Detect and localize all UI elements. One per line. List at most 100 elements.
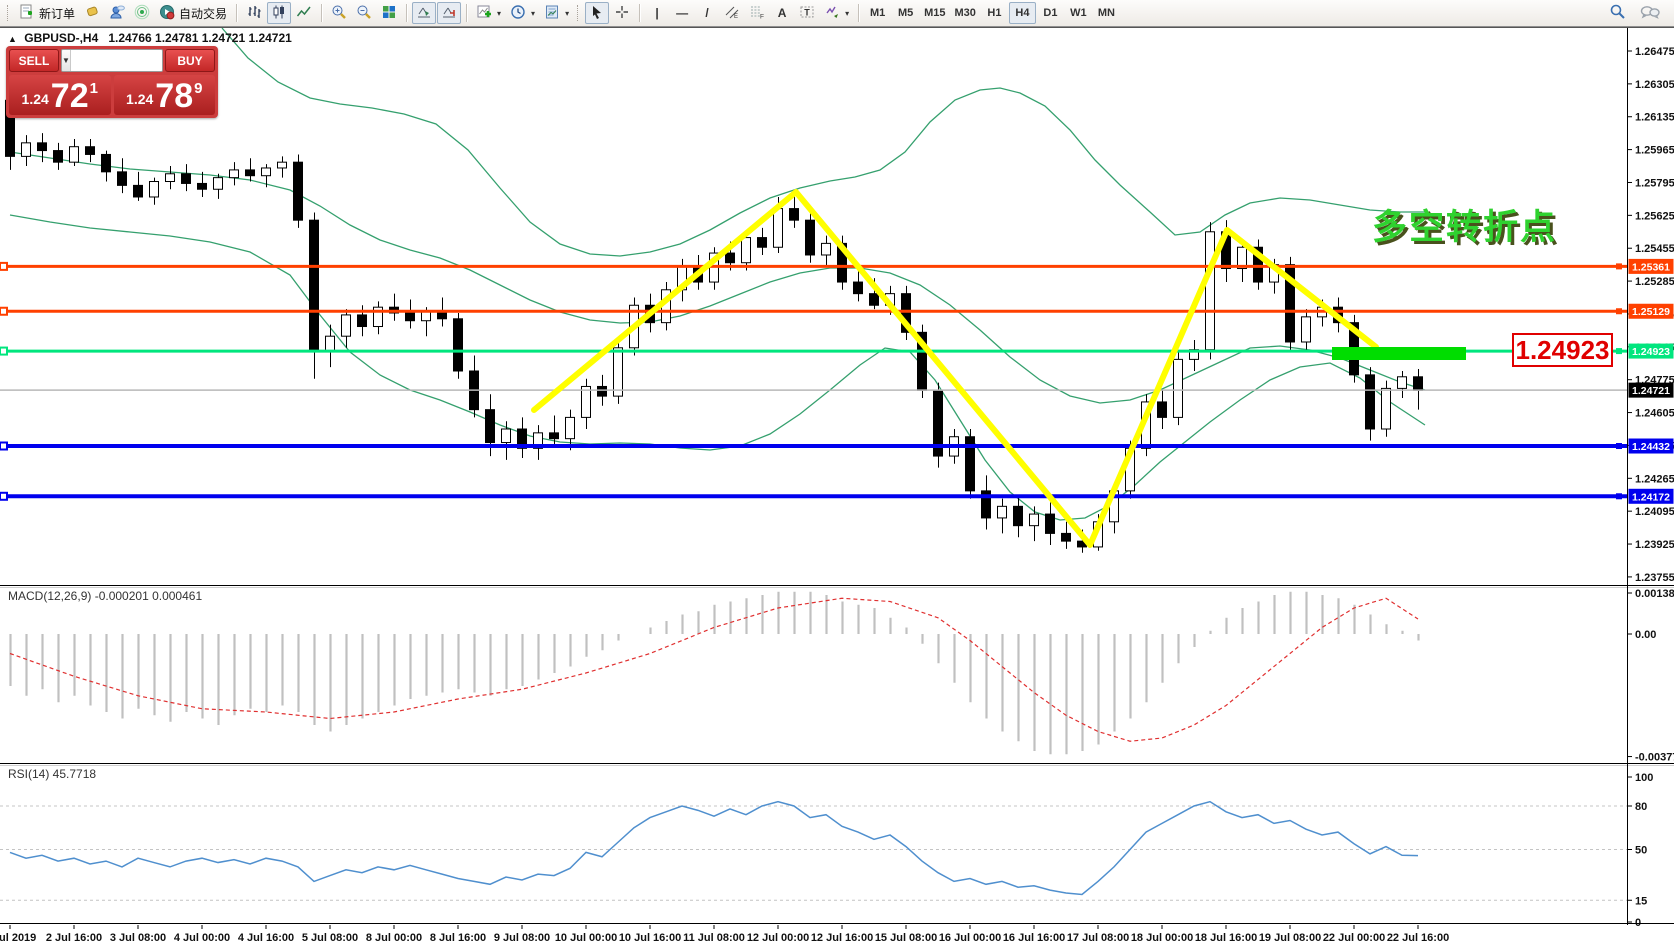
horizontal-line-icon: — [676,6,689,20]
svg-text:8 Jul 16:00: 8 Jul 16:00 [430,932,486,944]
svg-text:1.23925: 1.23925 [1635,539,1674,551]
timeframe-m15-button[interactable]: M15 [920,2,949,24]
indicators-button[interactable]: ▾ [472,2,505,24]
market-watch-icon [84,4,100,23]
candlestick-chart-icon [271,4,287,23]
rsi-indicator-label: RSI(14) 45.7718 [8,767,97,781]
autotrading-button[interactable]: 自动交易 [155,2,231,24]
timeframe-h4-button[interactable]: H4 [1008,2,1036,24]
svg-text:1.26305: 1.26305 [1635,79,1674,91]
volume-decrease-button[interactable]: ▼ [62,50,71,71]
toolbar: 新订单 自动交易 [0,0,1674,27]
svg-text:1.25285: 1.25285 [1635,276,1674,288]
new-order-icon [19,4,35,23]
svg-text:4 Jul 00:00: 4 Jul 00:00 [174,932,230,944]
svg-text:11 Jul 08:00: 11 Jul 08:00 [683,932,745,944]
chat-icon [1640,4,1660,23]
market-watch-button[interactable] [80,2,104,24]
profile-button[interactable] [105,2,129,24]
svg-text:22 Jul 00:00: 22 Jul 00:00 [1323,932,1385,944]
svg-text:22 Jul 16:00: 22 Jul 16:00 [1387,932,1449,944]
chat-button[interactable] [1636,2,1664,24]
svg-text:1.25625: 1.25625 [1635,210,1674,222]
sell-price-panel[interactable]: 1.24 72 1 [9,75,111,115]
fibonacci-button[interactable]: F [745,2,769,24]
timeframe-d1-button[interactable]: D1 [1037,2,1064,24]
collapse-quote-icon[interactable]: ▲ [8,34,17,44]
svg-text:19 Jul 08:00: 19 Jul 08:00 [1259,932,1321,944]
arrows-icon [824,4,840,23]
equidistant-channel-button[interactable]: E [720,2,744,24]
text-label-button[interactable]: T [795,2,819,24]
vertical-line-icon: | [655,6,659,20]
cursor-icon [589,4,605,23]
timeframe-m1-button[interactable]: M1 [864,2,891,24]
tile-windows-button[interactable] [377,2,401,24]
time-axis[interactable] [0,925,1627,947]
timeframe-m5-button[interactable]: M5 [892,2,919,24]
rsi-panel-separator[interactable] [0,761,1674,767]
bar-chart-button[interactable] [242,2,266,24]
timeframe-m30-button[interactable]: M30 [951,2,980,24]
timeframe-w1-button[interactable]: W1 [1065,2,1092,24]
svg-text:1.24432: 1.24432 [1632,441,1670,453]
chevron-down-icon: ▾ [497,8,502,18]
svg-text:1.24721: 1.24721 [1632,385,1670,397]
macd-panel-separator[interactable] [0,583,1674,589]
toolbar-separator [236,4,238,22]
line-chart-button[interactable] [292,2,316,24]
volume-input[interactable] [70,50,162,71]
sell-price-prefix: 1.24 [21,91,49,107]
zoom-out-button[interactable] [352,2,376,24]
svg-text:F: F [760,13,764,20]
timeframe-mn-button[interactable]: MN [1093,2,1120,24]
candlestick-chart-button[interactable] [267,2,292,24]
svg-text:15 Jul 08:00: 15 Jul 08:00 [875,932,937,944]
toolbar-grip[interactable] [577,5,581,21]
chevron-down-icon: ▾ [845,8,850,18]
text-label-icon: T [799,4,815,23]
cursor-button[interactable] [585,2,610,24]
sell-button[interactable]: SELL [9,49,59,72]
support-price-tag[interactable]: 1.24923 [1512,333,1613,367]
chart-shift-button[interactable] [437,2,462,24]
volume-stepper: ▼ ▲ [61,49,163,72]
new-order-button[interactable]: 新订单 [15,2,79,24]
chart-shift-icon [441,4,457,23]
svg-text:80: 80 [1635,801,1647,813]
svg-text:1.24265: 1.24265 [1635,473,1674,485]
chevron-down-icon: ▾ [565,8,570,18]
price-axis[interactable] [1627,28,1674,925]
fibonacci-icon: F [749,4,765,23]
periods-button[interactable]: ▾ [506,2,539,24]
svg-text:9 Jul 08:00: 9 Jul 08:00 [494,932,550,944]
auto-scroll-button[interactable] [412,2,437,24]
horizontal-line-button[interactable]: — [670,2,694,24]
turning-point-annotation[interactable]: 多空转折点 [1372,208,1558,247]
new-order-label: 新订单 [39,6,76,21]
text-button[interactable]: A [770,2,794,24]
vertical-line-button[interactable]: | [645,2,669,24]
timeframe-h1-button[interactable]: H1 [981,2,1008,24]
svg-text:50: 50 [1635,845,1647,857]
svg-text:1.24172: 1.24172 [1632,491,1670,503]
profile-icon [109,4,125,23]
toolbar-separator [406,4,408,22]
buy-price-panel[interactable]: 1.24 78 9 [113,75,215,115]
svg-text:8 Jul 00:00: 8 Jul 00:00 [366,932,422,944]
buy-button[interactable]: BUY [165,49,215,72]
signals-button[interactable] [130,2,154,24]
crosshair-icon [614,4,630,23]
search-icon [1609,3,1626,23]
crosshair-button[interactable] [610,2,634,24]
search-button[interactable] [1605,2,1630,24]
toolbar-grip[interactable] [7,5,11,21]
templates-icon [544,4,560,23]
zoom-in-button[interactable] [327,2,351,24]
svg-text:10 Jul 00:00: 10 Jul 00:00 [555,932,617,944]
trendline-button[interactable]: / [695,2,719,24]
templates-button[interactable]: ▾ [540,2,573,24]
arrows-button[interactable]: ▾ [820,2,853,24]
tile-windows-icon [381,4,397,23]
